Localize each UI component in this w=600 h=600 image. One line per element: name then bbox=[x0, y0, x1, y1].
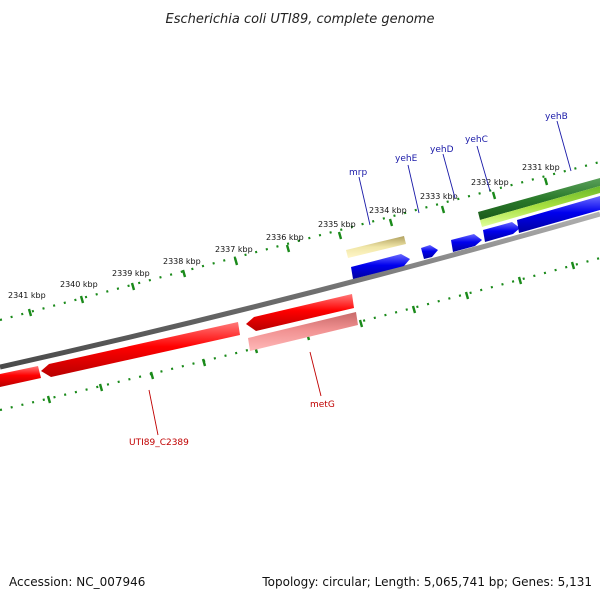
major-tick bbox=[570, 261, 576, 270]
gene-label-yehB: yehB bbox=[545, 112, 568, 122]
major-tick bbox=[388, 218, 394, 227]
major-tick bbox=[233, 257, 239, 266]
label-leaders bbox=[148, 120, 572, 436]
genome-summary-text: Topology: circular; Length: 5,065,741 bp… bbox=[261, 575, 592, 589]
feature-dark-green bbox=[478, 178, 600, 220]
tick-label-2331: 2331 kbp bbox=[522, 163, 560, 172]
gene-label-UTI89_C2389: UTI89_C2389 bbox=[129, 438, 189, 448]
major-tick bbox=[337, 231, 343, 240]
tick-label-2337: 2337 kbp bbox=[215, 245, 253, 254]
major-tick bbox=[149, 371, 155, 380]
gene-label-yehE: yehE bbox=[395, 154, 418, 164]
major-tick bbox=[491, 191, 497, 200]
gene-label-yehC: yehC bbox=[465, 135, 488, 145]
accession-text: Accession: NC_007946 bbox=[9, 575, 145, 589]
feature-light-green bbox=[480, 186, 600, 227]
leader-UTI89_C2389 bbox=[148, 389, 159, 436]
major-tick bbox=[440, 205, 446, 214]
cds-metG bbox=[246, 294, 354, 331]
major-tick bbox=[27, 308, 33, 317]
tick-label-2340: 2340 kbp bbox=[60, 280, 98, 289]
major-tick bbox=[79, 295, 85, 304]
cds-yehB bbox=[517, 196, 600, 233]
tick-label-2338: 2338 kbp bbox=[163, 257, 201, 266]
cds-UTI89_C2389 bbox=[41, 322, 240, 377]
gene-label-mrp: mrp bbox=[349, 168, 367, 178]
leader-metG bbox=[309, 351, 322, 397]
major-tick bbox=[464, 291, 470, 300]
tick-label-2332: 2332 kbp bbox=[471, 178, 509, 187]
major-tick bbox=[517, 276, 523, 285]
major-tick bbox=[201, 358, 207, 367]
leader-yehC bbox=[476, 145, 491, 192]
cds-yehE bbox=[421, 245, 438, 259]
major-tick bbox=[98, 383, 104, 392]
major-tick bbox=[46, 395, 52, 404]
major-ticks bbox=[27, 177, 549, 317]
tick-label-2341: 2341 kbp bbox=[8, 291, 46, 300]
tick-label-2335: 2335 kbp bbox=[318, 220, 356, 229]
genome-backbone bbox=[0, 211, 600, 370]
major-tick bbox=[285, 244, 291, 253]
major-tick bbox=[358, 319, 364, 328]
major-tick bbox=[411, 305, 417, 314]
cds-yehD bbox=[451, 234, 482, 252]
cds-left-fragment bbox=[0, 366, 41, 387]
gene-label-yehD: yehD bbox=[430, 145, 454, 155]
feature-tan bbox=[346, 236, 406, 258]
map-title: Escherichia coli UTI89, complete genome bbox=[166, 12, 435, 27]
leader-yehB bbox=[556, 120, 572, 172]
cds-mrp bbox=[351, 254, 410, 279]
tick-label-2339: 2339 kbp bbox=[112, 269, 150, 278]
leader-mrp bbox=[358, 176, 371, 226]
major-tick bbox=[130, 282, 136, 291]
tick-label-2336: 2336 kbp bbox=[266, 233, 304, 242]
major-tick bbox=[181, 269, 187, 278]
leader-yehD bbox=[442, 153, 456, 199]
tick-label-2334: 2334 kbp bbox=[369, 206, 407, 215]
leader-yehE bbox=[407, 164, 420, 214]
gene-label-metG: metG bbox=[310, 400, 335, 410]
feature-pink bbox=[248, 312, 358, 351]
tick-label-2333: 2333 kbp bbox=[420, 192, 458, 201]
major-tick bbox=[543, 177, 549, 186]
cds-yehC bbox=[483, 222, 520, 242]
